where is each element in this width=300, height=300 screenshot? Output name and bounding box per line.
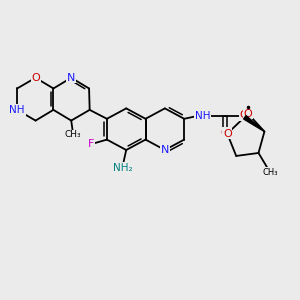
- Text: N: N: [161, 145, 169, 155]
- Polygon shape: [244, 116, 264, 132]
- Text: CH₃: CH₃: [64, 130, 81, 139]
- Text: N: N: [67, 73, 75, 83]
- Text: NH₂: NH₂: [113, 163, 133, 173]
- Text: O: O: [31, 73, 40, 83]
- Text: O: O: [244, 109, 253, 119]
- Text: CH₃: CH₃: [262, 168, 278, 177]
- Text: F: F: [88, 139, 94, 149]
- Text: O: O: [223, 129, 232, 139]
- Text: NH: NH: [195, 111, 210, 121]
- Text: O: O: [239, 110, 248, 120]
- Text: NH: NH: [9, 105, 25, 115]
- Text: O: O: [220, 128, 229, 138]
